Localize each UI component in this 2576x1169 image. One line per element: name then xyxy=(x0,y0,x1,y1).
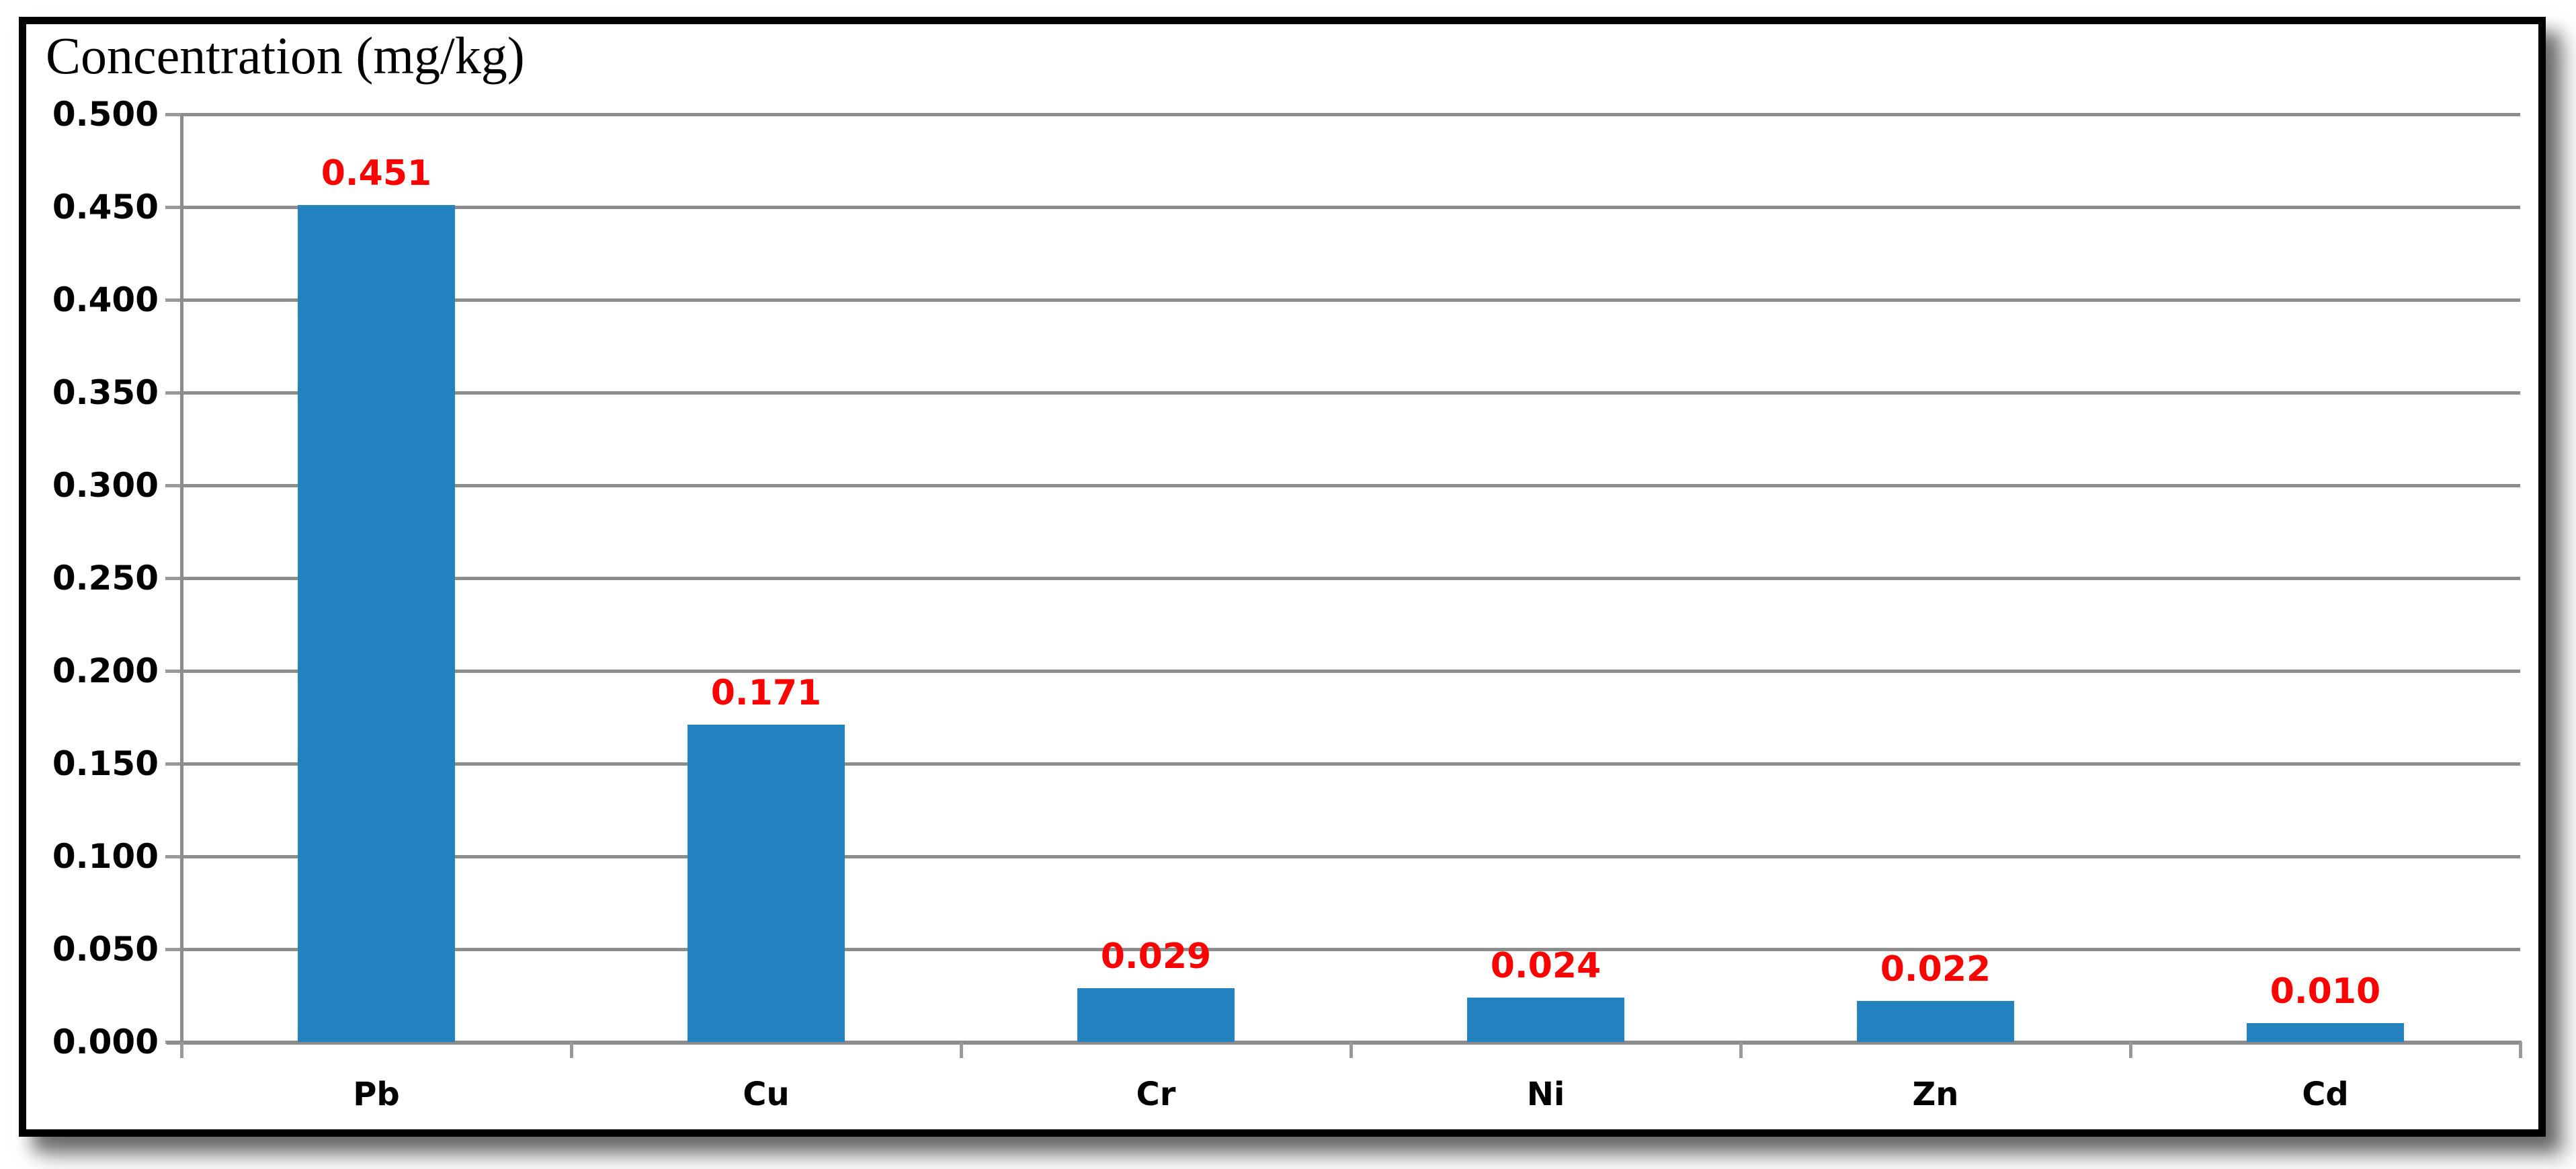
y-axis-tick xyxy=(165,762,181,766)
bar-value-label-Zn: 0.022 xyxy=(1880,949,1991,990)
bar-Cd xyxy=(2247,1023,2404,1042)
gridline xyxy=(181,948,2520,951)
y-axis-tick xyxy=(165,298,181,302)
y-axis-tick-label: 0.500 xyxy=(52,95,159,134)
bar-value-label-Pb: 0.451 xyxy=(321,153,432,194)
y-axis-tick-label: 0.000 xyxy=(52,1022,159,1061)
x-axis-label-Cd: Cd xyxy=(2302,1076,2349,1113)
y-axis-tick-label: 0.400 xyxy=(52,280,159,319)
y-axis-tick-label: 0.250 xyxy=(52,559,159,598)
x-axis-tick xyxy=(2129,1042,2132,1058)
x-axis-line xyxy=(167,1041,2522,1045)
y-axis-tick-label: 0.300 xyxy=(52,466,159,505)
bar-value-label-Cd: 0.010 xyxy=(2270,971,2381,1012)
bar-Ni xyxy=(1467,998,1624,1042)
y-axis-tick-label: 0.200 xyxy=(52,651,159,690)
bar-value-label-Cr: 0.029 xyxy=(1100,936,1212,977)
x-axis-label-Ni: Ni xyxy=(1526,1076,1565,1113)
x-axis-label-Zn: Zn xyxy=(1912,1076,1959,1113)
bar-Zn xyxy=(1857,1001,2014,1042)
y-axis-tick-label: 0.150 xyxy=(52,744,159,783)
gridline xyxy=(181,762,2520,766)
bar-value-label-Cu: 0.171 xyxy=(710,673,822,713)
x-axis-tick xyxy=(570,1042,573,1058)
y-axis-tick-label: 0.350 xyxy=(52,373,159,412)
gridline xyxy=(181,484,2520,487)
y-axis-tick xyxy=(165,577,181,580)
gridline xyxy=(181,670,2520,673)
bar-value-label-Ni: 0.024 xyxy=(1490,946,1602,986)
y-axis-tick xyxy=(165,948,181,951)
bar-Cr xyxy=(1077,988,1235,1042)
y-axis-tick xyxy=(165,391,181,395)
gridline xyxy=(181,855,2520,858)
y-axis-line xyxy=(180,114,183,1057)
x-axis-tick xyxy=(960,1042,963,1058)
x-axis-tick xyxy=(2519,1042,2522,1058)
y-axis-tick xyxy=(165,484,181,487)
gridline xyxy=(181,577,2520,580)
x-axis-label-Cr: Cr xyxy=(1136,1076,1176,1113)
x-axis-label-Pb: Pb xyxy=(353,1076,400,1113)
y-axis-tick xyxy=(165,855,181,858)
y-axis-tick-label: 0.050 xyxy=(52,930,159,969)
x-axis-label-Cu: Cu xyxy=(743,1076,790,1113)
y-axis-tick-label: 0.450 xyxy=(52,188,159,227)
bar-Cu xyxy=(688,725,845,1042)
gridline xyxy=(181,206,2520,209)
y-axis-tick xyxy=(165,670,181,673)
x-axis-tick xyxy=(180,1042,183,1058)
y-axis-tick xyxy=(165,113,181,116)
y-axis-tick-label: 0.100 xyxy=(52,837,159,876)
gridline xyxy=(181,391,2520,395)
gridline xyxy=(181,298,2520,302)
y-axis-tick xyxy=(165,206,181,209)
x-axis-tick xyxy=(1739,1042,1743,1058)
x-axis-tick xyxy=(1349,1042,1353,1058)
bar-Pb xyxy=(298,205,455,1042)
chart-title: Concentration (mg/kg) xyxy=(46,26,525,85)
gridline xyxy=(181,113,2520,116)
